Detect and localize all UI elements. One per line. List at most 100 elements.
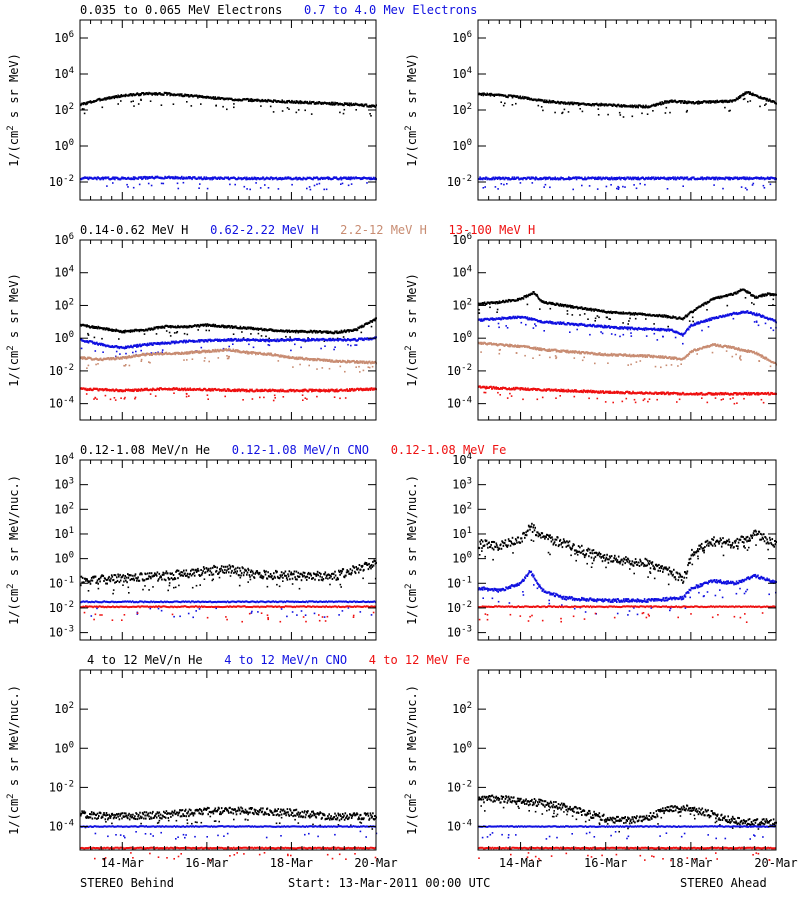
data-point-outlier [173, 392, 175, 394]
data-point-outlier [619, 114, 622, 116]
data-point [129, 330, 132, 333]
data-point-outlier [206, 394, 209, 396]
data-point [674, 316, 677, 319]
data-point [315, 102, 318, 105]
data-point [163, 93, 165, 96]
data-point [654, 104, 656, 107]
data-point-outlier [581, 184, 583, 187]
data-point [224, 326, 226, 329]
data-point [572, 322, 575, 325]
data-point [197, 340, 199, 343]
data-point [261, 98, 264, 101]
data-point [264, 339, 266, 341]
data-point-outlier [272, 111, 275, 113]
data-point [739, 95, 741, 98]
data-point [365, 388, 368, 391]
data-point [178, 94, 181, 97]
data-point [255, 353, 257, 356]
chart-row-electrons: 0.035 to 0.065 MeV Electrons 0.7 to 4.0 … [6, 3, 777, 201]
data-point [659, 101, 661, 104]
data-point [182, 341, 184, 344]
data-point [511, 176, 514, 179]
data-point-outlier [97, 363, 99, 365]
data-point [720, 100, 723, 103]
data-point [335, 331, 338, 334]
data-point [662, 315, 665, 318]
data-point [222, 349, 225, 352]
data-point-outlier [96, 398, 98, 400]
data-point [746, 290, 749, 293]
data-point [259, 338, 262, 341]
data-point [294, 330, 296, 333]
data-point [728, 100, 731, 103]
data-point [572, 103, 575, 106]
data-point [211, 387, 213, 390]
data-point [713, 101, 716, 104]
data-point [523, 97, 525, 100]
data-point [768, 178, 770, 180]
y-axis-label-part: 1/(cm [7, 131, 21, 167]
data-point [290, 101, 292, 104]
data-point [192, 389, 195, 392]
data-point [485, 176, 488, 179]
data-point [686, 315, 689, 317]
data-point [634, 104, 636, 107]
data-point [560, 304, 563, 307]
data-point [132, 176, 135, 179]
data-point [725, 294, 728, 296]
y-tick-base: 10 [452, 139, 466, 153]
data-point [185, 352, 188, 355]
data-point-outlier [759, 105, 761, 108]
data-point [329, 337, 332, 340]
data-point-outlier [587, 318, 589, 320]
legend-entry-tan: 2.2-12 MeV H [340, 223, 427, 237]
data-point-outlier [232, 333, 235, 335]
data-point [250, 98, 253, 101]
data-point-outlier [744, 297, 747, 299]
data-point-outlier [478, 312, 481, 314]
data-point [498, 300, 501, 303]
data-point-outlier [333, 396, 336, 398]
y-tick-base: 10 [54, 67, 68, 81]
data-point [680, 101, 682, 104]
data-point-outlier [229, 183, 231, 186]
data-point-outlier [358, 365, 360, 368]
data-point [599, 176, 602, 179]
data-point [183, 388, 186, 391]
data-point [595, 178, 598, 180]
data-point [671, 99, 673, 102]
y-tick-exponent: 4 [69, 265, 74, 275]
legend-entry-red: 13-100 MeV H [449, 223, 536, 237]
data-point [647, 106, 649, 109]
data-point [749, 291, 751, 294]
data-point [706, 176, 709, 179]
data-point [685, 100, 687, 103]
data-point [96, 341, 98, 344]
data-point [489, 92, 491, 95]
data-point [146, 177, 149, 180]
data-point-outlier [297, 109, 300, 111]
data-point [665, 101, 667, 104]
data-point [165, 351, 168, 354]
data-point [368, 321, 371, 324]
data-point-outlier [177, 187, 180, 190]
data-point-outlier [172, 103, 175, 105]
data-point-outlier [618, 186, 620, 189]
data-point [320, 330, 322, 333]
data-point [593, 177, 595, 179]
data-point [748, 176, 751, 179]
data-point-outlier [324, 345, 326, 347]
data-point [96, 178, 98, 181]
data-point [170, 326, 172, 329]
data-point [116, 96, 119, 99]
data-point-outlier [176, 331, 179, 333]
data-point [363, 360, 365, 363]
data-point [352, 389, 355, 392]
data-point [555, 322, 558, 325]
data-point [287, 355, 290, 358]
data-point [148, 352, 150, 355]
y-axis-label-part: s sr MeV) [7, 273, 21, 345]
data-point-outlier [124, 396, 126, 399]
data-point [217, 348, 219, 351]
data-point [214, 323, 217, 326]
